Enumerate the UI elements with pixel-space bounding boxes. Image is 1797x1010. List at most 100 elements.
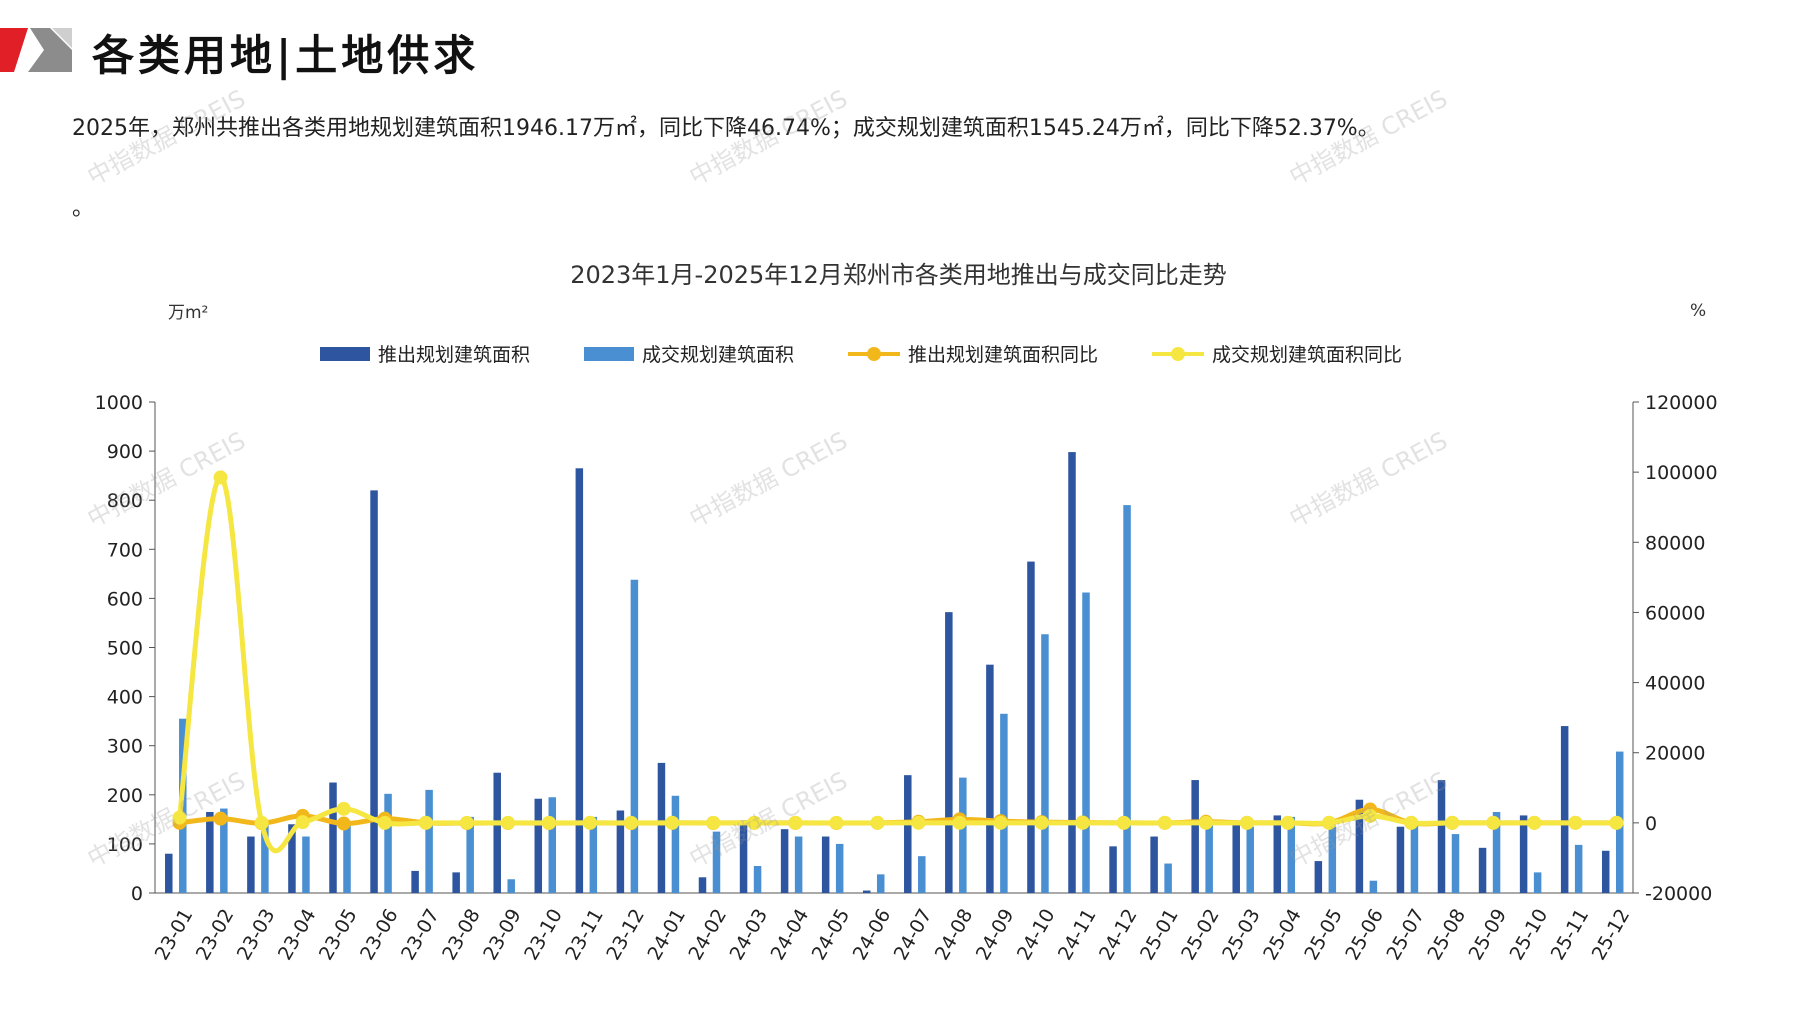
chart-legend: 推出规划建筑面积 成交规划建筑面积 推出规划建筑面积同比 成交规划建筑面积同比 — [320, 340, 1402, 367]
bar-supply-area — [986, 664, 994, 893]
bar-deal-area — [1123, 505, 1131, 893]
bar-deal-area — [425, 789, 433, 893]
x-axis-tick-label: 23-03 — [233, 905, 280, 964]
legend-label-supply-area: 推出规划建筑面积 — [378, 344, 531, 366]
bar-deal-area — [1000, 713, 1008, 893]
point-deal-yoy — [788, 815, 803, 830]
right-axis-tick-label: 120000 — [1645, 392, 1718, 414]
point-deal-yoy — [172, 810, 187, 825]
left-axis-tick-label: 700 — [107, 539, 143, 561]
x-axis-tick-label: 25-07 — [1382, 905, 1429, 964]
x-axis-tick-label: 24-06 — [849, 905, 896, 964]
x-axis-tick-label: 23-01 — [151, 905, 198, 964]
x-axis-tick-label: 25-01 — [1136, 905, 1183, 964]
bar-supply-area — [1273, 815, 1282, 893]
point-deal-yoy — [1568, 815, 1583, 830]
point-deal-yoy — [418, 815, 433, 830]
point-deal-yoy — [829, 815, 844, 830]
x-axis-tick-label: 23-11 — [561, 905, 608, 964]
summary-text: 2025年，郑州共推出各类用地规划建筑面积1946.17万㎡，同比下降46.74… — [72, 116, 1380, 141]
point-deal-yoy — [213, 470, 228, 485]
right-axis-tick-label: 0 — [1645, 813, 1657, 835]
bar-deal-area — [1574, 844, 1583, 893]
right-axis-tick-label: 20000 — [1645, 743, 1705, 765]
point-supply-yoy — [336, 816, 351, 831]
left-axis-unit: 万m² — [168, 303, 209, 323]
legend-label-deal-yoy: 成交规划建筑面积同比 — [1212, 344, 1403, 366]
legend-swatch-deal-area — [584, 346, 635, 361]
bar-supply-area — [862, 890, 871, 893]
bar-supply-area — [1601, 850, 1610, 893]
bar-supply-area — [534, 798, 543, 893]
bar-supply-area — [1027, 561, 1035, 893]
bar-supply-area — [698, 877, 707, 893]
point-deal-yoy — [1445, 815, 1460, 830]
right-axis-tick-label: 100000 — [1645, 462, 1718, 484]
x-axis-tick-label: 25-04 — [1259, 905, 1306, 964]
bar-deal-area — [918, 856, 926, 893]
x-axis-tick-label: 23-12 — [602, 905, 649, 964]
point-deal-yoy — [952, 815, 967, 830]
point-deal-yoy — [1527, 815, 1542, 830]
x-axis-tick-label: 25-12 — [1588, 905, 1635, 964]
bar-deal-area — [794, 836, 803, 893]
summary-trailing-mark: 。 — [72, 196, 95, 221]
left-axis-tick-label: 200 — [107, 785, 143, 807]
point-deal-yoy — [1075, 815, 1090, 830]
bar-deal-area — [1164, 863, 1172, 893]
point-deal-yoy — [870, 815, 885, 830]
point-deal-yoy — [706, 815, 721, 830]
point-deal-yoy — [993, 815, 1008, 830]
right-axis-unit: % — [1690, 301, 1707, 321]
x-axis-tick-label: 24-05 — [808, 905, 855, 964]
right-axis-tick-label: 60000 — [1645, 602, 1705, 624]
bar-deal-area — [671, 795, 680, 893]
point-deal-yoy — [911, 815, 926, 830]
point-deal-yoy — [1404, 815, 1419, 830]
bar-deal-area — [959, 777, 967, 893]
x-axis-tick-label: 24-03 — [725, 905, 772, 964]
left-axis-tick-label: 500 — [107, 638, 143, 660]
bar-deal-area — [1492, 811, 1501, 893]
legend-swatch-supply-yoy — [848, 344, 901, 364]
x-axis-tick-label: 24-04 — [767, 905, 814, 964]
bar-deal-area — [261, 821, 269, 893]
point-deal-yoy — [1322, 815, 1337, 830]
bar-deal-area — [466, 816, 474, 893]
bar-deal-area — [384, 793, 392, 893]
legend-swatch-deal-yoy — [1152, 344, 1205, 364]
x-axis-tick-label: 24-02 — [684, 905, 731, 964]
bar-supply-area — [1150, 836, 1158, 893]
x-axis-tick-label: 24-07 — [890, 905, 937, 964]
bar-supply-area — [165, 853, 173, 893]
bar-deal-area — [712, 831, 721, 893]
bar-supply-area — [370, 490, 378, 893]
x-axis-tick-label: 23-02 — [192, 905, 239, 964]
left-axis-tick-label: 400 — [107, 687, 143, 709]
left-axis-tick-label: 800 — [107, 490, 143, 512]
bar-deal-area — [630, 579, 639, 893]
bar-deal-area — [1287, 816, 1296, 893]
bar-deal-area — [1082, 592, 1090, 893]
left-axis-tick-label: 900 — [107, 441, 143, 463]
x-axis-tick-label: 24-08 — [931, 905, 978, 964]
bar-deal-area — [753, 865, 762, 893]
bar-supply-area — [1068, 452, 1076, 893]
x-axis-tick-label: 23-08 — [438, 905, 485, 964]
x-axis-tick-label: 23-09 — [479, 905, 526, 964]
point-deal-yoy — [583, 815, 598, 830]
bar-supply-area — [1109, 846, 1117, 893]
bar-supply-area — [575, 468, 584, 893]
point-deal-yoy — [1363, 808, 1378, 823]
legend-label-deal-area: 成交规划建筑面积 — [642, 344, 795, 366]
point-deal-yoy — [500, 815, 515, 830]
chart-title: 2023年1月-2025年12月郑州市各类用地推出与成交同比走势 — [570, 261, 1227, 289]
x-axis-tick-label: 23-10 — [520, 905, 567, 964]
point-deal-yoy — [336, 801, 351, 816]
point-deal-yoy — [377, 815, 392, 830]
x-axis-tick-label: 23-04 — [274, 905, 321, 964]
bar-deal-area — [548, 797, 557, 893]
point-deal-yoy — [665, 815, 680, 830]
legend-item-deal-yoy: 成交规划建筑面积同比 — [1152, 340, 1402, 367]
